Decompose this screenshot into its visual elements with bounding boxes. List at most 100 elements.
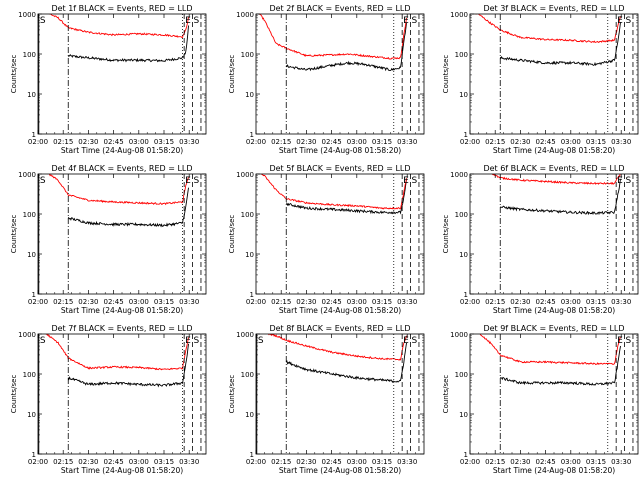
marker-label: E xyxy=(403,16,409,26)
x-tick-label: 02:45 xyxy=(322,138,342,146)
chart-panel-5: Det 5f BLACK = Events, RED = LLD E S 1 10 100… xyxy=(228,164,425,315)
y-tick-label: 1 xyxy=(32,131,36,139)
x-axis-label: Start Time (24-Aug-08 01:58:20) xyxy=(279,466,401,475)
marker-label: S xyxy=(412,176,418,186)
x-tick-label: 02:00 xyxy=(246,298,266,306)
x-tick-label: 03:00 xyxy=(129,298,149,306)
y-tick-label: 100 xyxy=(23,51,36,59)
y-tick-label: 10 xyxy=(245,91,254,99)
x-tick-label: 02:00 xyxy=(246,138,266,146)
x-tick-label: 03:15 xyxy=(372,138,392,146)
x-tick-label: 02:15 xyxy=(271,298,291,306)
series-events-line xyxy=(499,22,621,67)
plot-area xyxy=(471,14,634,134)
plot-area xyxy=(256,334,420,454)
x-tick-label: 02:15 xyxy=(485,138,505,146)
x-tick-label: 02:30 xyxy=(296,458,316,466)
marker-label: E xyxy=(185,176,191,186)
chart-panel-9: Det 9f BLACK = Events, RED = LLD E S 1 10 100… xyxy=(442,324,639,475)
plot-area xyxy=(491,174,634,294)
y-tick-label: 1 xyxy=(250,131,254,139)
y-tick-label: 1000 xyxy=(450,171,468,179)
y-tick-label: 1000 xyxy=(236,331,254,339)
chart-title: Det 6f BLACK = Events, RED = LLD xyxy=(483,164,624,173)
plot-frame xyxy=(37,333,207,455)
plot-frame xyxy=(469,333,639,455)
x-tick-label: 03:00 xyxy=(347,138,367,146)
plot-frame xyxy=(37,13,207,135)
y-axis-label: Counts/sec xyxy=(10,55,18,94)
y-tick-label: 10 xyxy=(245,411,254,419)
y-tick-label: 10 xyxy=(459,91,468,99)
x-tick-label: 02:30 xyxy=(296,298,316,306)
series-events-line xyxy=(285,179,407,215)
x-tick-label: 02:30 xyxy=(296,138,316,146)
plot-frame xyxy=(37,173,207,295)
y-tick-label: 1000 xyxy=(18,331,36,339)
plot-frame xyxy=(255,333,425,455)
plot-area xyxy=(38,174,202,294)
marker-label: S xyxy=(626,16,632,26)
y-tick-label: 1 xyxy=(32,451,36,459)
y-tick-label: 100 xyxy=(241,371,254,379)
x-tick-label: 03:00 xyxy=(129,138,149,146)
marker-label: S xyxy=(194,336,200,346)
x-tick-label: 03:30 xyxy=(179,138,199,146)
x-tick-label: 02:30 xyxy=(78,298,98,306)
x-tick-label: 02:30 xyxy=(78,458,98,466)
x-tick-label: 03:15 xyxy=(586,298,606,306)
x-tick-label: 02:00 xyxy=(28,458,48,466)
x-tick-label: 02:30 xyxy=(510,138,530,146)
x-tick-label: 02:45 xyxy=(322,298,342,306)
series-lld-line xyxy=(47,174,189,206)
x-tick-label: 02:45 xyxy=(104,458,124,466)
marker-label: E xyxy=(403,176,409,186)
chart-panel-2: Det 2f BLACK = Events, RED = LLD E S 1 10 100… xyxy=(228,4,425,155)
x-tick-label: 03:15 xyxy=(154,138,174,146)
marker-label: E xyxy=(185,336,191,346)
chart-title: Det 2f BLACK = Events, RED = LLD xyxy=(269,4,410,13)
x-tick-label: 03:30 xyxy=(611,458,631,466)
x-axis-label: Start Time (24-Aug-08 01:58:20) xyxy=(493,306,615,315)
chart-panel-3: Det 3f BLACK = Events, RED = LLD E S 1 10 100… xyxy=(442,4,639,155)
marker-label: E xyxy=(185,16,191,26)
y-axis-label: Counts/sec xyxy=(228,55,236,94)
y-tick-label: 1 xyxy=(250,451,254,459)
x-tick-label: 02:15 xyxy=(271,458,291,466)
marker-label: S xyxy=(40,16,46,26)
x-tick-label: 02:45 xyxy=(536,458,556,466)
chart-title: Det 7f BLACK = Events, RED = LLD xyxy=(51,324,192,333)
marker-label: S xyxy=(626,336,632,346)
series-lld-line xyxy=(478,334,621,366)
x-tick-label: 02:45 xyxy=(104,298,124,306)
x-tick-label: 03:30 xyxy=(397,298,417,306)
x-tick-label: 03:15 xyxy=(586,458,606,466)
x-tick-label: 03:30 xyxy=(611,298,631,306)
x-tick-label: 02:45 xyxy=(322,458,342,466)
x-tick-label: 03:00 xyxy=(561,298,581,306)
series-lld-line xyxy=(258,14,407,60)
x-axis-label: Start Time (24-Aug-08 01:58:20) xyxy=(493,466,615,475)
plot-area xyxy=(478,334,634,454)
plot-area xyxy=(38,14,202,134)
marker-label: S xyxy=(626,176,632,186)
marker-label: S xyxy=(412,336,418,346)
y-tick-label: 1 xyxy=(32,291,36,299)
y-tick-label: 100 xyxy=(241,211,254,219)
series-events-line xyxy=(67,187,189,228)
y-tick-label: 10 xyxy=(459,251,468,259)
x-tick-label: 03:30 xyxy=(179,458,199,466)
marker-label: E xyxy=(617,336,623,346)
x-tick-label: 02:15 xyxy=(485,298,505,306)
plot-frame xyxy=(469,13,639,135)
marker-label: E xyxy=(617,176,623,186)
chart-title: Det 5f BLACK = Events, RED = LLD xyxy=(269,164,410,173)
x-tick-label: 02:00 xyxy=(460,458,480,466)
x-tick-label: 02:00 xyxy=(28,138,48,146)
y-tick-label: 1 xyxy=(464,131,468,139)
